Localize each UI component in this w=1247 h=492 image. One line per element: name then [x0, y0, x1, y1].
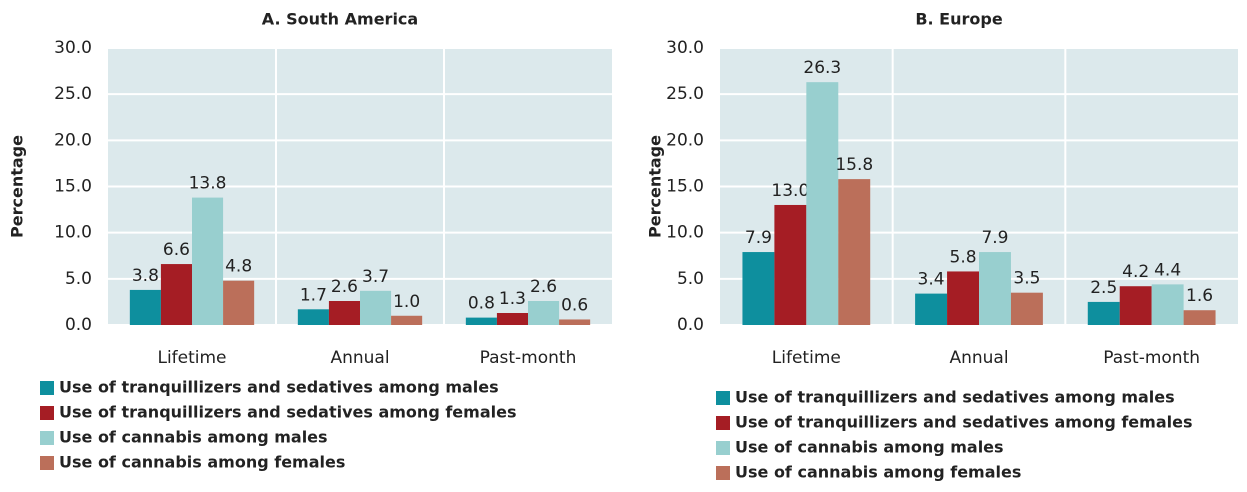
bar [806, 82, 839, 325]
legend-label: Use of tranquillizers and sedatives amon… [735, 388, 1175, 407]
data-label: 3.4 [918, 270, 945, 290]
legend-swatch [716, 416, 730, 430]
x-tick-label: Lifetime [772, 348, 841, 368]
y-tick-label: 15.0 [54, 177, 92, 197]
y-tick-label: 0.0 [677, 315, 704, 335]
legend-swatch [716, 441, 730, 455]
bar [465, 317, 497, 325]
legend-label: Use of cannabis among males [735, 438, 1004, 457]
bar [1151, 284, 1184, 325]
data-label: 5.8 [950, 247, 977, 267]
y-tick-label: 30.0 [54, 38, 92, 58]
legend-label: Use of tranquillizers and sedatives amon… [59, 403, 516, 422]
legend-swatch [716, 391, 730, 405]
x-tick-label: Annual [949, 348, 1008, 368]
data-label: 2.5 [1090, 278, 1117, 298]
data-label: 15.8 [835, 155, 873, 175]
legend-label: Use of cannabis among males [59, 428, 328, 447]
y-tick-label: 5.0 [677, 269, 704, 289]
legend-label: Use of tranquillizers and sedatives amon… [59, 378, 499, 397]
legend-swatch [40, 381, 54, 395]
bar [297, 309, 329, 325]
bar [559, 319, 591, 325]
bar [328, 300, 360, 325]
data-label: 4.8 [225, 257, 252, 277]
data-label: 4.4 [1154, 260, 1181, 280]
y-tick-label: 30.0 [666, 38, 704, 58]
bar [496, 312, 528, 325]
bar [192, 197, 224, 325]
data-label: 1.0 [393, 292, 420, 312]
bar [360, 290, 392, 325]
data-label: 6.6 [163, 240, 190, 260]
legend-swatch [716, 466, 730, 480]
y-tick-label: 20.0 [666, 130, 704, 150]
x-tick-label: Annual [330, 348, 389, 368]
x-tick-label: Past-month [1103, 348, 1200, 368]
y-tick-label: 10.0 [666, 223, 704, 243]
data-label: 2.6 [331, 277, 358, 297]
data-label: 0.8 [468, 294, 495, 314]
bar [391, 315, 423, 325]
bar [223, 280, 255, 325]
legend-swatch [40, 406, 54, 420]
chart-title: B. Europe [915, 10, 1003, 29]
data-label: 1.7 [300, 285, 327, 305]
bar [915, 293, 948, 325]
legend-label: Use of tranquillizers and sedatives amon… [735, 413, 1192, 432]
bar [129, 289, 161, 325]
data-label: 13.8 [189, 174, 227, 194]
bar [774, 204, 807, 325]
y-tick-label: 25.0 [666, 84, 704, 104]
y-axis-label: Percentage [646, 135, 665, 238]
bar [742, 252, 775, 325]
bar [979, 252, 1011, 325]
data-label: 1.3 [499, 289, 526, 309]
y-tick-label: 0.0 [65, 315, 92, 335]
data-label: 3.7 [362, 267, 389, 287]
legend-swatch [40, 456, 54, 470]
bar [1119, 286, 1152, 325]
bar [528, 300, 560, 325]
legend-swatch [40, 431, 54, 445]
data-label: 7.9 [745, 228, 772, 248]
data-label: 1.6 [1186, 286, 1213, 306]
x-tick-label: Lifetime [157, 348, 226, 368]
bar [1087, 301, 1120, 325]
data-label: 7.9 [981, 228, 1008, 248]
data-label: 4.2 [1122, 262, 1149, 282]
bar [1183, 310, 1216, 325]
y-tick-label: 10.0 [54, 223, 92, 243]
data-label: 13.0 [771, 181, 809, 201]
y-tick-label: 15.0 [666, 177, 704, 197]
data-label: 0.6 [561, 295, 588, 315]
y-tick-label: 5.0 [65, 269, 92, 289]
x-tick-label: Past-month [480, 348, 577, 368]
legend-label: Use of cannabis among females [59, 453, 345, 472]
data-label: 3.8 [132, 266, 159, 286]
legend-label: Use of cannabis among females [735, 463, 1021, 482]
chart-title: A. South America [262, 10, 418, 29]
bar [838, 179, 871, 325]
y-axis-label: Percentage [8, 135, 27, 238]
y-tick-label: 25.0 [54, 84, 92, 104]
bar [947, 271, 979, 325]
data-label: 2.6 [530, 277, 557, 297]
y-tick-label: 20.0 [54, 130, 92, 150]
bar [160, 264, 192, 325]
data-label: 26.3 [803, 58, 841, 78]
bar [1010, 292, 1043, 325]
data-label: 3.5 [1013, 269, 1040, 289]
